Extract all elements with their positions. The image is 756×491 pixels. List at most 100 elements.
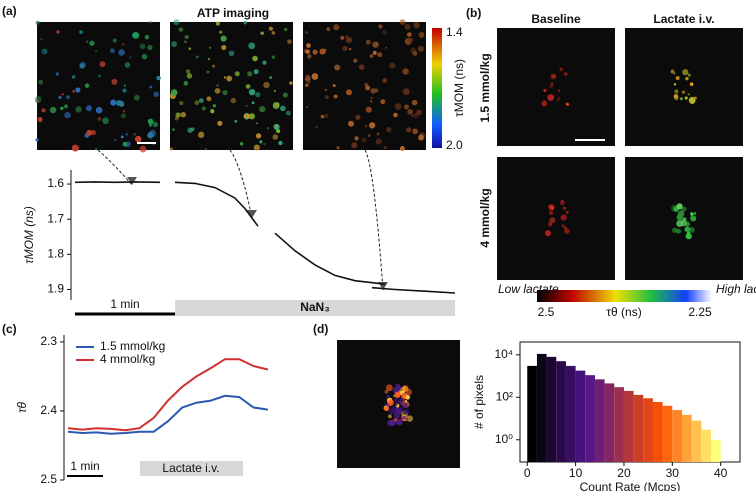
cell	[245, 104, 248, 107]
cell	[408, 37, 414, 43]
cell	[216, 83, 219, 87]
cell	[405, 394, 411, 400]
cell	[245, 84, 251, 89]
cell	[348, 47, 352, 51]
legend-label: 4 mmol/kg	[100, 352, 155, 366]
histogram-bar	[536, 353, 547, 462]
cell	[263, 81, 270, 89]
cell	[220, 35, 227, 42]
cell	[209, 46, 212, 49]
cell	[548, 204, 554, 210]
cell	[394, 391, 401, 398]
cell	[134, 135, 142, 143]
cell	[230, 97, 237, 104]
cell	[345, 36, 353, 44]
y-tick-label: 10²	[496, 389, 513, 403]
cell	[342, 45, 348, 52]
cell	[115, 100, 122, 106]
y-axis-title: τMOM (ns)	[22, 206, 36, 264]
cell	[315, 125, 318, 129]
cell	[393, 412, 401, 419]
cell	[411, 114, 414, 117]
cell	[188, 47, 192, 51]
cell	[324, 88, 328, 92]
cell	[148, 20, 152, 24]
cell	[305, 49, 310, 54]
cell	[260, 31, 264, 35]
cell	[217, 120, 223, 126]
cell	[369, 122, 376, 129]
cell	[214, 88, 221, 94]
cell	[690, 212, 694, 216]
cell	[66, 95, 70, 99]
cell	[263, 142, 266, 146]
cell	[351, 142, 358, 149]
line	[67, 394, 269, 435]
cell	[312, 49, 318, 55]
cell	[271, 55, 276, 59]
cell	[345, 35, 348, 39]
histogram-bar	[643, 398, 653, 462]
cell	[324, 95, 329, 100]
colorbar-title: τMOM (ns)	[452, 59, 466, 117]
cell	[676, 203, 683, 210]
cell	[306, 43, 311, 48]
panel-label: (b)	[466, 6, 481, 20]
cell	[346, 89, 353, 96]
cell	[248, 113, 256, 120]
cell	[676, 214, 683, 221]
image	[497, 157, 615, 280]
cell	[234, 71, 240, 77]
cell	[201, 106, 207, 111]
cell	[276, 129, 281, 134]
cell	[386, 126, 392, 133]
cell	[112, 38, 117, 43]
cell	[393, 397, 399, 403]
cell	[334, 64, 341, 71]
cell	[204, 148, 207, 151]
cell	[406, 127, 412, 133]
cell	[369, 100, 373, 103]
cell	[333, 94, 338, 99]
cell	[86, 129, 93, 136]
cell	[564, 228, 570, 234]
cell	[355, 114, 361, 120]
colorbar-title: τθ (ns)	[606, 305, 641, 319]
cell	[367, 134, 371, 137]
cell	[377, 52, 383, 58]
histogram-bar	[594, 379, 605, 462]
image	[37, 22, 160, 150]
treatment-bar	[140, 461, 243, 476]
cell	[269, 76, 273, 80]
cell	[149, 124, 152, 127]
cell	[340, 35, 345, 40]
cell	[687, 93, 690, 96]
cell	[285, 110, 291, 116]
histogram-bar	[614, 387, 624, 462]
cell	[412, 128, 419, 135]
histogram-bar	[681, 414, 692, 462]
y-tick-label: 1.9	[47, 282, 64, 296]
cell	[248, 88, 256, 96]
cell	[280, 105, 286, 112]
cell	[56, 30, 60, 34]
scale-bar-label: 1 min	[70, 459, 99, 473]
cell	[670, 69, 675, 74]
cell	[79, 30, 83, 34]
layout	[34, 19, 743, 468]
cell	[320, 114, 325, 119]
cell	[228, 50, 235, 57]
cell	[110, 99, 117, 106]
cell	[688, 226, 695, 233]
histogram-bar	[556, 361, 566, 462]
cell	[252, 55, 258, 62]
cell	[395, 403, 398, 406]
cell	[180, 111, 186, 118]
cell	[58, 95, 62, 99]
y-tick-label: 1.8	[47, 246, 64, 260]
cell	[557, 97, 561, 100]
line	[67, 358, 269, 432]
cell	[563, 206, 567, 210]
histogram-bar	[527, 365, 537, 462]
